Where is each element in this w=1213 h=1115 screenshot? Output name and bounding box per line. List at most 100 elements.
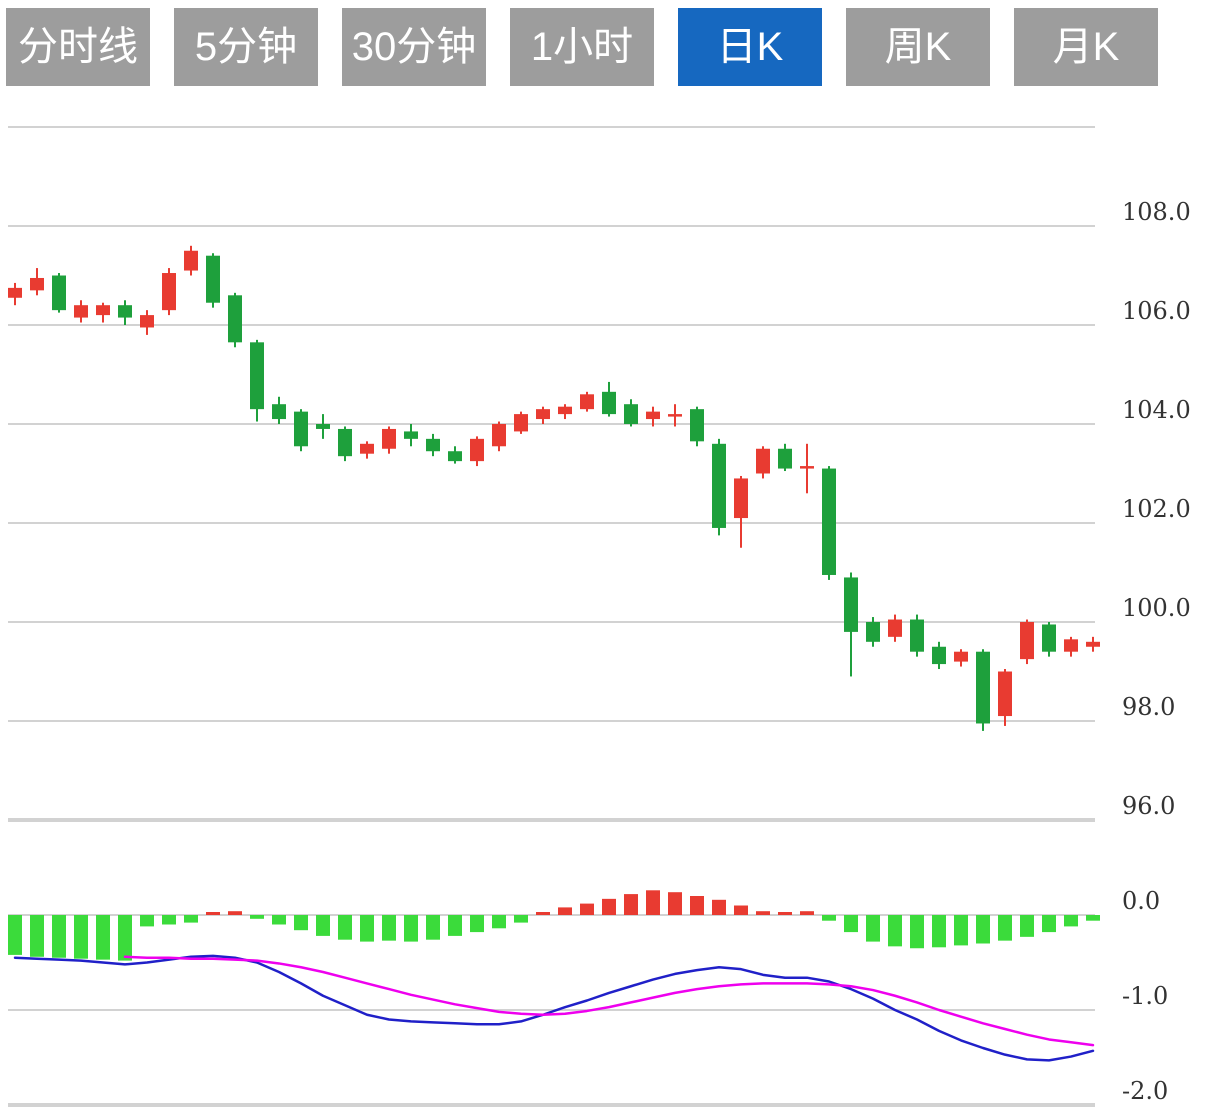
macd-histogram-bar (624, 894, 638, 915)
candle-body (712, 443, 726, 528)
macd-axis-label: -1.0 (1122, 982, 1168, 1010)
macd-histogram-bar (74, 915, 88, 959)
candle-body (734, 478, 748, 519)
candle-body (382, 428, 396, 449)
macd-histogram-bar (316, 915, 330, 936)
candle-body (118, 305, 132, 318)
candle-body (74, 305, 88, 318)
candle-body (932, 646, 946, 665)
candle-body (228, 295, 242, 343)
tabbar: 分时线 5分钟 30分钟 1小时 日K 周K 月K (6, 8, 1158, 86)
candle-body (30, 277, 44, 291)
macd-histogram-bar (976, 915, 990, 944)
macd-histogram-bar (888, 915, 902, 947)
candle-body (778, 448, 792, 469)
tab-5min[interactable]: 5分钟 (174, 8, 318, 86)
candle-body (536, 409, 550, 420)
candle-body (888, 619, 902, 637)
candle-body (426, 438, 440, 452)
candle-body (162, 273, 176, 311)
dif-line (13, 954, 1095, 1062)
macd-histogram-bar (140, 915, 154, 927)
candle-body (1020, 622, 1034, 660)
candle-body (646, 411, 660, 420)
tab-daily-k[interactable]: 日K (678, 8, 822, 86)
price-axis-label: 108.0 (1122, 198, 1191, 226)
macd-histogram-bar (1064, 915, 1078, 927)
candle-body (866, 622, 880, 642)
macd-histogram-bar (272, 915, 286, 925)
candle-body (338, 428, 352, 457)
macd-histogram-bar (8, 915, 22, 955)
macd-histogram-bar (206, 912, 220, 915)
macd-histogram-bar (492, 915, 506, 929)
macd-histogram-bar (756, 911, 770, 915)
macd-histogram-bar (184, 915, 198, 923)
macd-histogram-bar (514, 915, 528, 923)
candle-body (1064, 639, 1078, 652)
candle-body (140, 315, 154, 328)
candle-body (184, 250, 198, 271)
macd-histogram-bar (536, 912, 550, 915)
candle-body (910, 619, 924, 652)
price-axis-label: 100.0 (1122, 594, 1191, 622)
tab-30min[interactable]: 30分钟 (342, 8, 486, 86)
candle-body (404, 431, 418, 439)
macd-histogram-bar (470, 915, 484, 933)
candle-body (470, 438, 484, 462)
candle-body (1086, 641, 1100, 647)
tab-1hour[interactable]: 1小时 (510, 8, 654, 86)
macd-histogram-bar (822, 915, 836, 921)
tab-minute-line[interactable]: 分时线 (6, 8, 150, 86)
macd-histogram-bar (162, 915, 176, 925)
macd-histogram-bar (800, 911, 814, 915)
macd-histogram-bar (690, 896, 704, 915)
macd-histogram-bar (30, 915, 44, 957)
macd-histogram-bar (954, 915, 968, 946)
candle-body (250, 342, 264, 410)
macd-histogram-bar (1086, 915, 1100, 921)
macd-histogram-bar (426, 915, 440, 940)
candle-body (954, 651, 968, 662)
candle-body (492, 424, 506, 447)
price-axis-label: 98.0 (1122, 693, 1175, 721)
macd-histogram-bar (580, 903, 594, 915)
macd-histogram-bar (228, 911, 242, 915)
macd-histogram-bar (338, 915, 352, 940)
candle-body (514, 414, 528, 432)
tab-weekly-k[interactable]: 周K (846, 8, 990, 86)
candle-body (690, 409, 704, 442)
macd-histogram-bar (558, 907, 572, 915)
macd-histogram-bar (646, 890, 660, 915)
macd-histogram-bar (932, 915, 946, 948)
macd-histogram-bar (1042, 915, 1056, 933)
macd-histogram-bar (668, 892, 682, 915)
macd-histogram-bar (910, 915, 924, 949)
price-axis-label: 104.0 (1122, 396, 1191, 424)
macd-histogram-bar (250, 915, 264, 919)
candle-body (800, 466, 814, 469)
candle-body (624, 404, 638, 424)
macd-axis-label: -2.0 (1122, 1077, 1168, 1105)
candle-body (360, 443, 374, 454)
candle-body (52, 275, 66, 311)
candle-body (316, 424, 330, 429)
macd-histogram-bar (1020, 915, 1034, 937)
macd-histogram-bar (294, 915, 308, 931)
macd-histogram-bar (404, 915, 418, 942)
price-axis-label: 102.0 (1122, 495, 1191, 523)
candle-body (580, 394, 594, 410)
tab-monthly-k[interactable]: 月K (1014, 8, 1158, 86)
macd-axis-label: 0.0 (1122, 887, 1160, 915)
candle-body (8, 287, 22, 298)
candle-body (822, 468, 836, 575)
macd-histogram-bar (866, 915, 880, 942)
candle-body (844, 577, 858, 632)
macd-histogram-bar (998, 915, 1012, 941)
candle-body (558, 406, 572, 415)
candle-body (448, 451, 462, 462)
candle-body (602, 391, 616, 415)
candle-body (272, 404, 286, 420)
macd-histogram-bar (448, 915, 462, 936)
